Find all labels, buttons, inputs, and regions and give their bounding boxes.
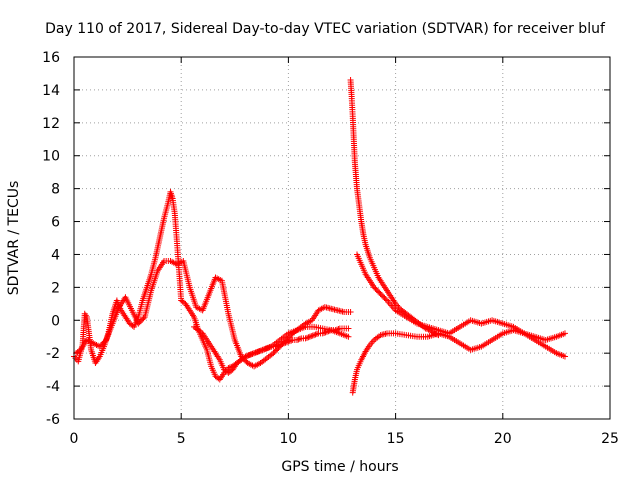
y-tick-label: 2 — [51, 280, 60, 296]
plus-marker — [303, 334, 310, 341]
plus-marker — [322, 329, 329, 336]
plus-marker — [100, 339, 107, 346]
y-tick-label: 16 — [42, 50, 60, 66]
plus-marker — [274, 346, 281, 353]
plus-marker — [312, 331, 319, 338]
plus-marker — [375, 288, 382, 295]
plus-marker — [345, 325, 352, 332]
plus-marker — [140, 315, 147, 322]
plus-marker — [136, 319, 143, 326]
plus-marker — [228, 367, 235, 374]
y-tick-label: -2 — [46, 346, 60, 362]
plus-marker — [276, 343, 283, 350]
plus-marker — [345, 333, 352, 340]
plus-marker — [272, 347, 279, 354]
plus-marker — [139, 316, 146, 323]
plus-marker — [381, 294, 388, 301]
y-axis-label: SDTVAR / TECUs — [6, 181, 22, 296]
x-tick-label: 25 — [601, 431, 619, 447]
plus-marker — [288, 337, 295, 344]
x-tick-label: 5 — [177, 431, 186, 447]
plus-marker — [96, 343, 103, 350]
plus-marker — [293, 337, 300, 344]
plus-marker — [373, 286, 380, 293]
grid — [74, 57, 610, 419]
plus-marker — [347, 309, 354, 316]
plus-marker — [378, 292, 385, 299]
plot-frame — [73, 56, 611, 420]
plus-marker — [281, 338, 288, 345]
y-tick-label: 14 — [42, 83, 60, 99]
x-tick-label: 20 — [494, 431, 512, 447]
y-tick-label: 8 — [51, 182, 60, 198]
plus-marker — [270, 350, 277, 357]
plus-marker — [278, 342, 285, 349]
plus-marker — [305, 334, 312, 341]
plus-marker — [271, 348, 278, 355]
plus-marker — [561, 330, 568, 337]
axis-ticks: 0 5 10 15 20 25 -6 -4 -2 0 2 4 6 8 10 12 14 16 — [42, 50, 619, 447]
plus-marker — [181, 299, 188, 306]
plus-marker — [215, 375, 222, 382]
plus-marker — [280, 339, 287, 346]
plus-marker — [376, 289, 383, 296]
y-tick-label: -6 — [46, 412, 60, 428]
plus-marker — [308, 333, 315, 340]
y-tick-label: 6 — [51, 215, 60, 231]
plus-marker — [377, 290, 384, 297]
plus-marker — [98, 342, 105, 349]
plus-marker — [371, 284, 378, 291]
data-markers — [71, 77, 568, 396]
plus-marker — [306, 333, 313, 340]
plus-marker — [101, 338, 108, 345]
plus-marker — [76, 347, 83, 354]
plus-marker — [382, 296, 389, 303]
plus-marker — [284, 335, 291, 342]
y-tick-label: 0 — [51, 313, 60, 329]
plus-marker — [372, 285, 379, 292]
plus-marker — [295, 336, 302, 343]
y-tick-label: -4 — [46, 379, 60, 395]
plus-marker — [296, 335, 303, 342]
x-tick-label: 10 — [279, 431, 297, 447]
plus-marker — [283, 337, 290, 344]
plus-marker — [135, 320, 142, 327]
plus-marker — [241, 354, 248, 361]
plus-marker — [279, 340, 286, 347]
plus-marker — [311, 332, 318, 339]
x-axis-label: GPS time / hours — [281, 459, 398, 475]
plus-marker — [99, 340, 106, 347]
y-tick-label: 4 — [51, 247, 60, 263]
plus-marker — [313, 330, 320, 337]
y-tick-label: 10 — [42, 149, 60, 165]
plus-marker — [137, 317, 144, 324]
plus-marker — [309, 332, 316, 339]
chart-title: Day 110 of 2017, Sidereal Day-to-day VTE… — [45, 21, 606, 37]
plus-marker — [275, 344, 282, 351]
plus-marker — [380, 293, 387, 300]
x-tick-label: 0 — [70, 431, 79, 447]
plus-marker — [302, 335, 309, 342]
plus-marker — [321, 329, 328, 336]
plus-marker — [561, 353, 568, 360]
x-tick-label: 15 — [387, 431, 405, 447]
y-tick-label: 12 — [42, 116, 60, 132]
